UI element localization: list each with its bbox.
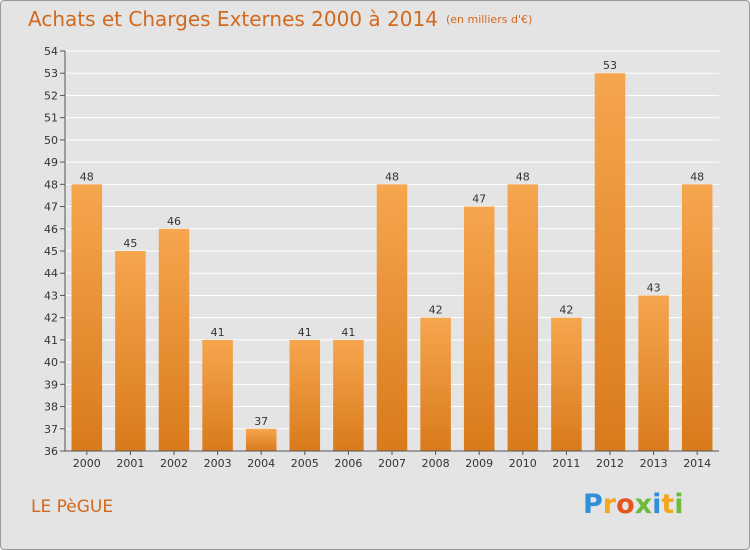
x-tick-label: 2010 [509, 457, 537, 470]
bar [202, 339, 233, 451]
bar-value-label: 37 [254, 415, 268, 428]
y-tick-label: 51 [44, 112, 58, 125]
y-tick-label: 52 [44, 89, 58, 102]
bar [289, 339, 321, 451]
y-tick-label: 37 [44, 423, 58, 436]
bar [245, 428, 277, 451]
proxiti-logo[interactable]: Proxiti [583, 489, 684, 520]
chart-title-block: Achats et Charges Externes 2000 à 2014 (e… [28, 7, 532, 31]
x-tick-label: 2005 [291, 457, 319, 470]
bar-value-label: 48 [385, 170, 399, 183]
x-tick-label: 2006 [334, 457, 362, 470]
x-tick-label: 2004 [247, 457, 275, 470]
y-tick-label: 39 [44, 378, 58, 391]
bar-value-label: 42 [429, 304, 443, 317]
logo-letter: t [661, 489, 675, 520]
bar [681, 184, 713, 452]
y-tick-label: 47 [44, 201, 58, 214]
y-tick-label: 41 [44, 334, 58, 347]
y-tick-label: 44 [44, 267, 58, 280]
bar-value-label: 47 [472, 193, 486, 206]
y-axis: 36 37 38 39 40 41 42 43 44 45 46 47 48 49 50 51 52 53 54 [44, 45, 66, 458]
logo-letter: i [652, 489, 662, 520]
bar [333, 339, 364, 451]
chart-title: Achats et Charges Externes 2000 à 2014 [28, 7, 438, 31]
y-tick-label: 40 [44, 356, 58, 369]
bar-value-label: 41 [211, 326, 225, 339]
logo-letter: i [674, 489, 684, 520]
y-tick-label: 53 [44, 67, 58, 80]
bar [158, 228, 190, 451]
bar-value-label: 48 [80, 170, 94, 183]
x-tick-label: 2009 [465, 457, 493, 470]
bar [551, 317, 582, 451]
logo-letter: x [634, 489, 653, 520]
logo-letter: P [583, 489, 603, 520]
bar-value-label: 43 [647, 281, 661, 294]
logo-letter: o [616, 489, 635, 520]
bars [71, 73, 713, 452]
x-tick-label: 2007 [378, 457, 406, 470]
x-tick-label: 2012 [596, 457, 624, 470]
x-tick-label: 2001 [116, 457, 144, 470]
y-tick-label: 50 [44, 134, 58, 147]
bar [463, 206, 495, 451]
bar-value-label: 41 [341, 326, 355, 339]
bar [71, 184, 103, 452]
y-tick-label: 48 [44, 178, 58, 191]
data-labels: 48 45 46 41 37 41 41 48 42 47 48 42 53 43 48 [80, 59, 704, 428]
x-tick-label: 2011 [552, 457, 580, 470]
y-tick-label: 36 [44, 445, 58, 458]
bar-value-label: 45 [123, 237, 137, 250]
y-tick-label: 45 [44, 245, 58, 258]
bar-value-label: 42 [559, 304, 573, 317]
bar [115, 251, 146, 451]
bar-value-label: 53 [603, 59, 617, 72]
chart-subtitle: (en milliers d'€) [445, 13, 533, 26]
y-tick-label: 43 [44, 289, 58, 302]
bar-value-label: 46 [167, 215, 181, 228]
bar [376, 184, 408, 452]
bar [420, 317, 451, 451]
y-tick-label: 38 [44, 401, 58, 414]
y-tick-label: 42 [44, 312, 58, 325]
x-tick-label: 2013 [640, 457, 668, 470]
bar [638, 295, 669, 451]
bar-value-label: 48 [516, 170, 530, 183]
logo-letter: r [602, 489, 617, 520]
x-tick-label: 2008 [422, 457, 450, 470]
x-tick-label: 2002 [160, 457, 188, 470]
bar [594, 73, 626, 451]
x-tick-label: 2000 [73, 457, 101, 470]
y-tick-label: 49 [44, 156, 58, 169]
y-tick-label: 46 [44, 223, 58, 236]
bar-value-label: 48 [690, 170, 704, 183]
bar-value-label: 41 [298, 326, 312, 339]
x-tick-label: 2003 [204, 457, 232, 470]
town-name: LE PèGUE [31, 497, 114, 517]
y-tick-label: 54 [44, 45, 58, 58]
bar [507, 184, 539, 452]
x-tick-label: 2014 [683, 457, 711, 470]
x-axis: 2000 2001 2002 2003 2004 2005 2006 2007 2008 2009… [65, 450, 719, 470]
